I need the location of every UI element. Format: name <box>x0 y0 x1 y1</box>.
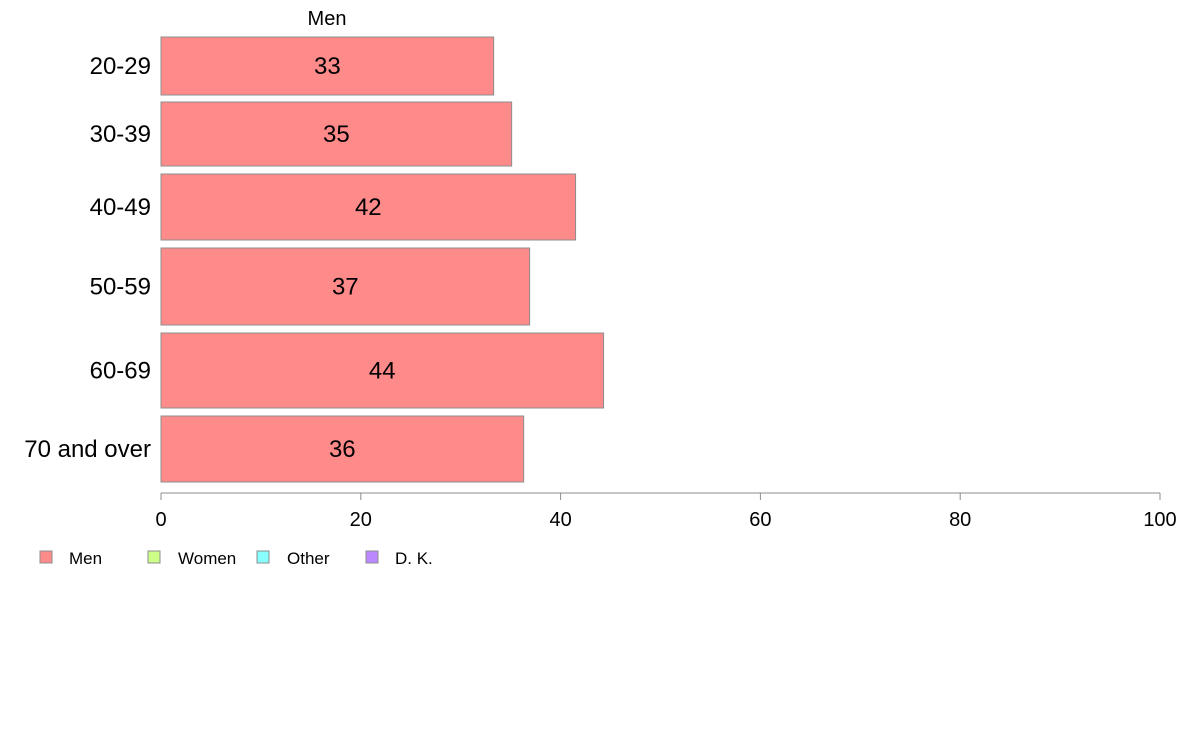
x-tick-label: 100 <box>1143 509 1176 531</box>
category-label: 50-59 <box>90 274 151 301</box>
bar-value-label: 44 <box>369 358 396 385</box>
category-label: 60-69 <box>90 358 151 385</box>
chart-title: Men <box>308 8 347 30</box>
x-tick-label: 60 <box>749 509 771 531</box>
category-label: 20-29 <box>90 53 151 80</box>
bar-value-label: 42 <box>355 194 382 221</box>
x-tick-label: 40 <box>549 509 571 531</box>
category-label: 70 and over <box>24 436 151 463</box>
x-tick-label: 20 <box>350 509 372 531</box>
legend-label: Women <box>178 549 236 568</box>
bar-value-label: 33 <box>314 53 341 80</box>
legend: Men Women Other D. K. <box>39 549 433 568</box>
bar-30-39 <box>160 101 513 167</box>
legend-swatch <box>147 550 161 564</box>
bar-60-69 <box>160 332 605 409</box>
x-axis: 0 20 40 60 80 100 <box>155 492 1177 531</box>
category-label: 30-39 <box>90 121 151 148</box>
bar-value-label: 35 <box>323 121 350 148</box>
legend-swatch <box>256 550 270 564</box>
category-label: 40-49 <box>90 194 151 221</box>
category-labels-group: 20-29 30-39 40-49 50-59 60-69 70 and over <box>24 53 151 463</box>
bar-20-29 <box>160 36 495 96</box>
x-tick-label: 80 <box>949 509 971 531</box>
bar-value-label: 36 <box>329 436 356 463</box>
legend-label: Other <box>287 549 330 568</box>
bar-50-59 <box>160 247 531 326</box>
bar-70-and-over <box>160 415 525 483</box>
legend-swatch <box>365 550 379 564</box>
bar-value-label: 37 <box>332 274 359 301</box>
legend-label: D. K. <box>395 549 433 568</box>
legend-swatch <box>39 550 53 564</box>
x-tick-label: 0 <box>155 509 166 531</box>
bar-40-49 <box>160 173 577 241</box>
legend-label: Men <box>69 549 102 568</box>
bars-group: 33 35 42 37 44 36 <box>160 36 605 483</box>
